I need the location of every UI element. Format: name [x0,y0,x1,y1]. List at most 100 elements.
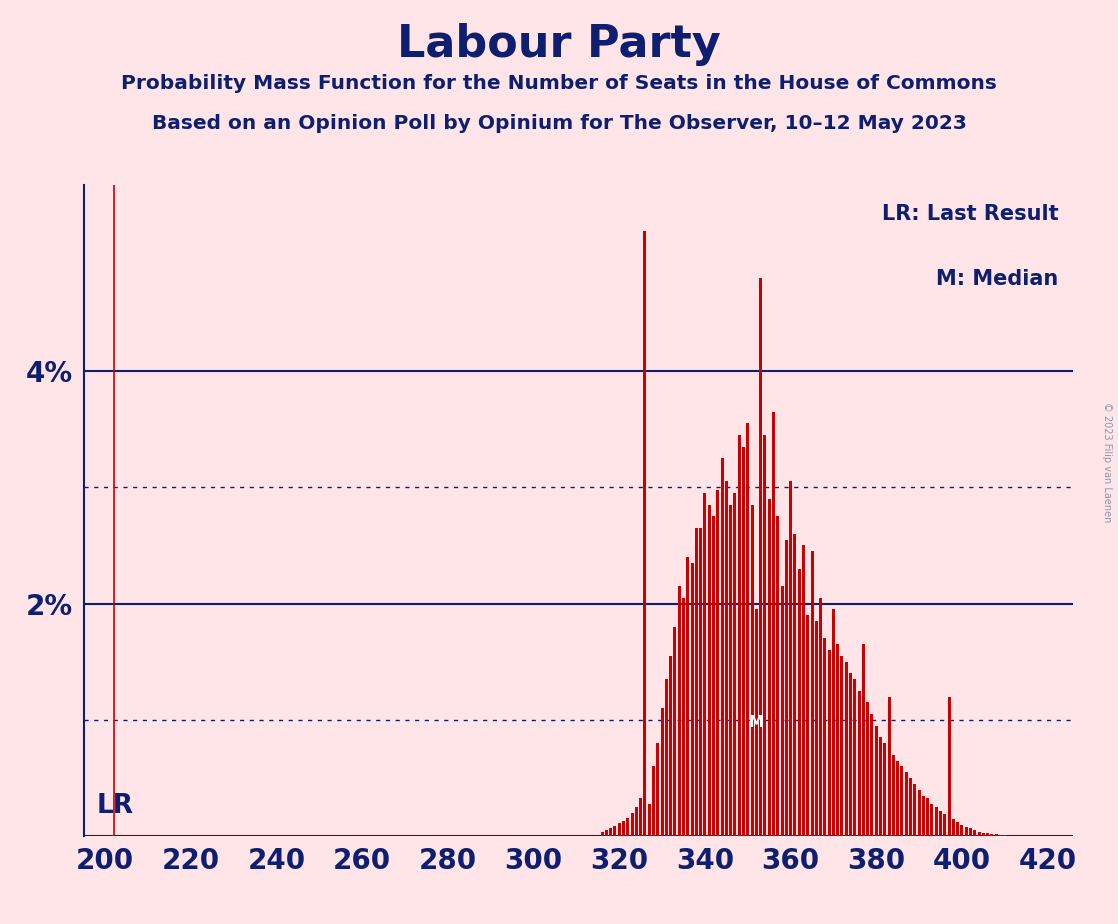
Bar [969,828,972,836]
Bar [827,650,831,836]
Bar [797,568,800,836]
Bar [764,435,766,836]
Bar [874,725,878,836]
Bar [802,545,805,836]
Bar [879,737,882,836]
Bar [862,644,865,836]
Bar [1003,835,1006,836]
Bar [780,586,784,836]
Bar [614,826,616,836]
Bar [724,481,728,836]
Bar [644,231,646,836]
Bar [656,743,660,836]
Bar [871,714,873,836]
Bar [686,557,690,836]
Bar [841,656,843,836]
Bar [771,411,775,836]
Bar [948,697,950,836]
Bar [944,814,946,836]
Bar [661,709,664,836]
Bar [618,823,620,836]
Bar [832,610,835,836]
Bar [750,505,754,836]
Bar [647,804,651,836]
Bar [900,766,903,836]
Bar [819,598,822,836]
Bar [904,772,908,836]
Bar [691,563,693,836]
Bar [960,824,964,836]
Bar [652,766,655,836]
Bar [951,819,955,836]
Bar [768,499,770,836]
Bar [712,517,716,836]
Bar [935,808,938,836]
Bar [965,827,968,836]
Bar [626,818,629,836]
Text: LR: LR [96,793,134,819]
Bar [759,278,762,836]
Bar [815,621,817,836]
Text: Labour Party: Labour Party [397,23,721,67]
Bar [913,784,917,836]
Bar [665,679,667,836]
Bar [909,778,912,836]
Bar [755,610,758,836]
Bar [986,833,989,836]
Bar [956,822,959,836]
Bar [738,435,741,836]
Bar [789,481,792,836]
Bar [974,831,976,836]
Bar [678,586,681,836]
Bar [806,615,809,836]
Bar [776,517,779,836]
Text: © 2023 Filip van Laenen: © 2023 Filip van Laenen [1102,402,1112,522]
Text: M: Median: M: Median [936,270,1059,289]
Bar [695,528,698,836]
Text: Probability Mass Function for the Number of Seats in the House of Commons: Probability Mass Function for the Number… [121,74,997,93]
Bar [609,828,613,836]
Bar [892,755,894,836]
Bar [639,797,642,836]
Bar [853,679,856,836]
Bar [699,528,702,836]
Bar [742,446,745,836]
Bar [922,796,925,836]
Text: LR: Last Result: LR: Last Result [882,204,1059,225]
Bar [631,813,634,836]
Bar [721,458,723,836]
Bar [977,832,980,836]
Bar [682,598,685,836]
Bar [883,743,887,836]
Bar [811,552,814,836]
Text: Based on an Opinion Poll by Opinium for The Observer, 10–12 May 2023: Based on an Opinion Poll by Opinium for … [152,114,966,133]
Bar [897,760,899,836]
Bar [918,790,920,836]
Bar [866,702,869,836]
Bar [823,638,826,836]
Bar [849,674,852,836]
Bar [622,821,625,836]
Bar [858,691,861,836]
Bar [635,808,638,836]
Bar [729,505,732,836]
Bar [939,810,942,836]
Bar [703,493,707,836]
Bar [605,831,608,836]
Bar [733,493,737,836]
Bar [746,423,749,836]
Bar [991,833,994,836]
Bar [845,662,847,836]
Bar [600,832,604,836]
Bar [670,656,672,836]
Bar [112,835,115,836]
Bar [836,644,840,836]
Bar [673,626,676,836]
Bar [999,835,1002,836]
Bar [930,804,934,836]
Bar [708,505,711,836]
Bar [785,540,788,836]
Bar [888,697,891,836]
Bar [995,833,997,836]
Bar [926,797,929,836]
